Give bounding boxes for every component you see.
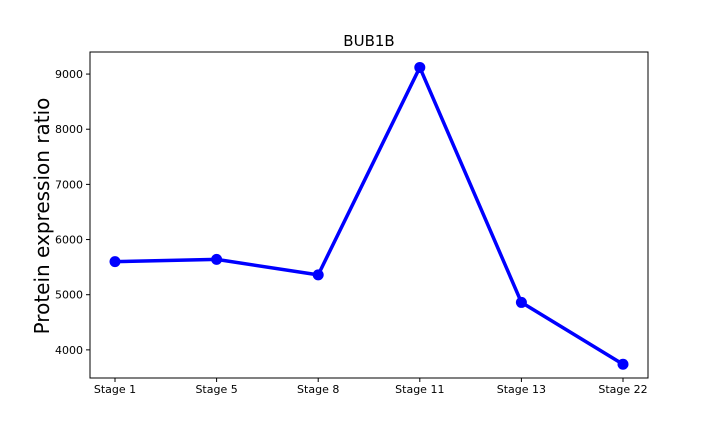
series-line: [113, 65, 625, 366]
y-tick-label: 5000: [55, 289, 83, 302]
series-layer: [109, 61, 629, 370]
y-tick-label: 4000: [55, 344, 83, 357]
x-tick-label: Stage 11: [395, 383, 444, 396]
chart-title: BUB1B: [343, 32, 394, 50]
data-point: [312, 269, 324, 281]
x-tick-label: Stage 13: [497, 383, 546, 396]
data-point: [414, 61, 426, 73]
x-tick-label: Stage 1: [94, 383, 136, 396]
y-tick-label: 6000: [55, 234, 83, 247]
data-point: [211, 253, 223, 265]
y-axis-ticks: 4000 5000 6000 7000 8000 9000: [55, 68, 90, 357]
data-point: [617, 358, 629, 370]
x-tick-label: Stage 5: [195, 383, 237, 396]
x-tick-label: Stage 8: [297, 383, 339, 396]
data-point: [109, 256, 121, 268]
x-tick-label: Stage 22: [598, 383, 647, 396]
y-axis-label: Protein expression ratio: [30, 98, 54, 335]
plot-frame: [89, 51, 649, 379]
data-point: [515, 296, 527, 308]
y-tick-label: 8000: [55, 123, 83, 136]
y-tick-label: 9000: [55, 68, 83, 81]
x-axis-ticks: Stage 1 Stage 5 Stage 8 Stage 11 Stage 13 Sta…: [94, 378, 648, 396]
y-tick-label: 7000: [55, 178, 83, 191]
